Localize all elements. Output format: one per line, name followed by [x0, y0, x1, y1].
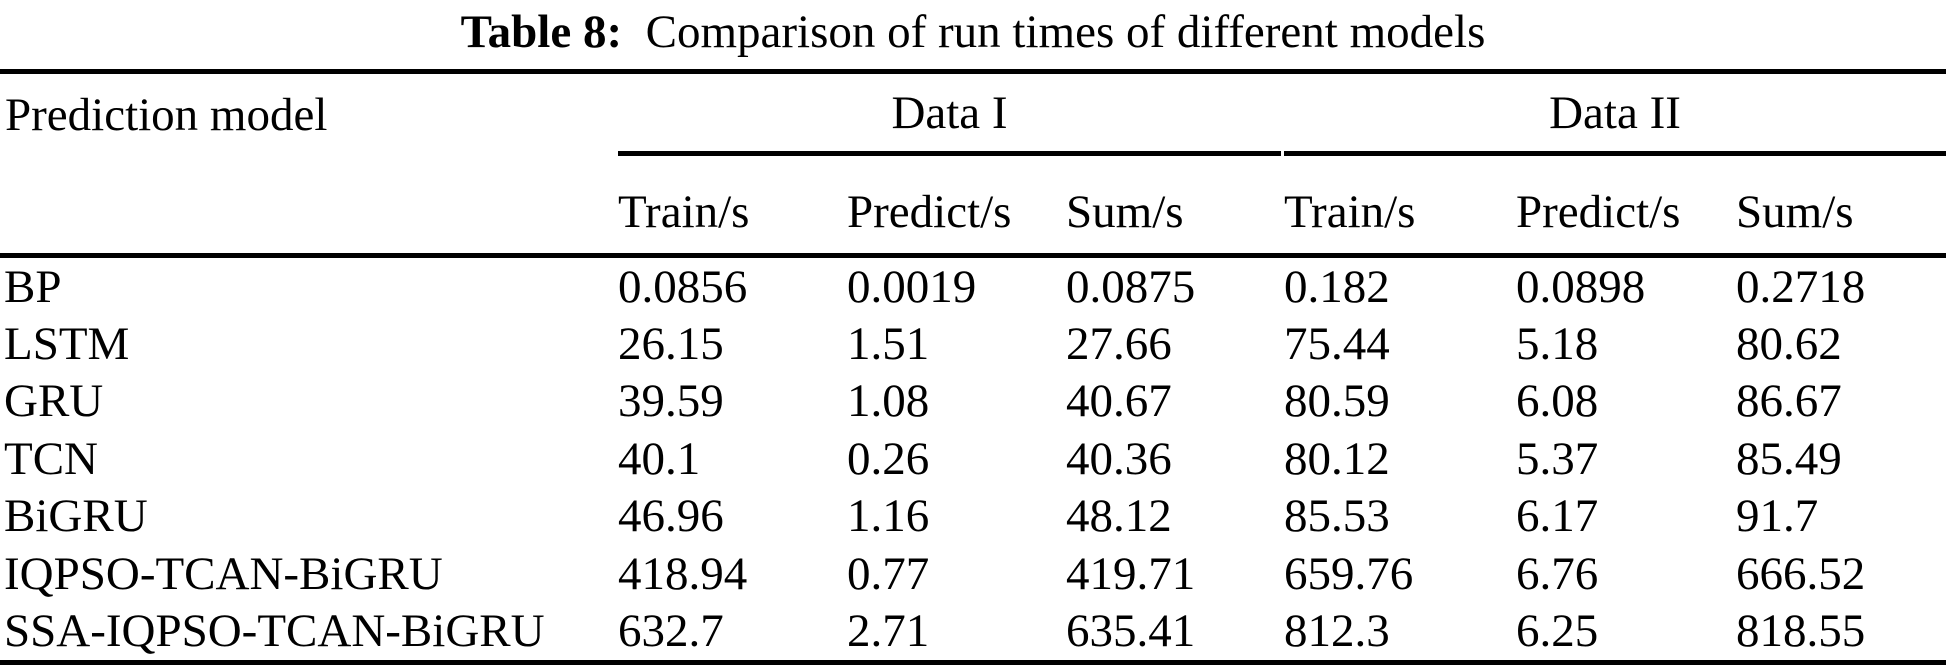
sub-header-row: Train/s Predict/s Sum/s Train/s Predict/… [0, 156, 1946, 253]
model-name: TCN [4, 432, 98, 485]
table-row: LSTM 26.15 1.51 27.66 75.44 5.18 80.62 [0, 315, 1946, 372]
group-header-row: Prediction model Data I Data II [0, 74, 1946, 156]
value-cell: 5.37 [1516, 432, 1599, 485]
table-caption-label: Table 8: [460, 6, 623, 58]
value-cell: 6.76 [1516, 547, 1599, 600]
value-cell: 46.96 [618, 490, 724, 543]
sub-header-sum-2: Sum/s [1736, 185, 1854, 238]
value-cell: 0.0019 [847, 260, 977, 313]
value-cell: 0.0875 [1066, 260, 1196, 313]
value-cell: 85.53 [1284, 490, 1390, 543]
sub-header-predict-2: Predict/s [1516, 185, 1681, 238]
value-cell: 40.1 [618, 432, 701, 485]
corner-header: Prediction model [5, 89, 328, 141]
table-caption: Table 8: Comparison of run times of diff… [0, 0, 1946, 64]
group-header-data1: Data I [618, 74, 1281, 156]
group-header-data1-label: Data I [891, 86, 1008, 139]
value-cell: 0.182 [1284, 260, 1390, 313]
value-cell: 0.77 [847, 547, 930, 600]
value-cell: 419.71 [1066, 547, 1196, 600]
table-row: IQPSO-TCAN-BiGRU 418.94 0.77 419.71 659.… [0, 545, 1946, 602]
value-cell: 666.52 [1736, 547, 1866, 600]
model-name: BP [4, 260, 62, 313]
table-row: GRU 39.59 1.08 40.67 80.59 6.08 86.67 [0, 373, 1946, 430]
top-rule [0, 69, 1946, 74]
value-cell: 1.16 [847, 490, 930, 543]
value-cell: 0.0856 [618, 260, 748, 313]
model-name: GRU [4, 375, 104, 428]
model-name: IQPSO-TCAN-BiGRU [4, 547, 443, 600]
value-cell: 418.94 [618, 547, 748, 600]
value-cell: 75.44 [1284, 318, 1390, 371]
model-name: BiGRU [4, 490, 148, 543]
value-cell: 659.76 [1284, 547, 1414, 600]
value-cell: 40.36 [1066, 432, 1172, 485]
group-header-data2: Data II [1284, 74, 1946, 156]
value-cell: 632.7 [618, 605, 724, 658]
value-cell: 39.59 [618, 375, 724, 428]
sub-header-predict-1: Predict/s [847, 185, 1012, 238]
table-body: BP 0.0856 0.0019 0.0875 0.182 0.0898 0.2… [0, 258, 1946, 660]
value-cell: 40.67 [1066, 375, 1172, 428]
value-cell: 5.18 [1516, 318, 1599, 371]
model-name: SSA-IQPSO-TCAN-BiGRU [4, 605, 545, 658]
value-cell: 48.12 [1066, 490, 1172, 543]
bottom-rule [0, 660, 1946, 665]
value-cell: 6.25 [1516, 605, 1599, 658]
table-row: BiGRU 46.96 1.16 48.12 85.53 6.17 91.7 [0, 488, 1946, 545]
value-cell: 80.12 [1284, 432, 1390, 485]
value-cell: 80.62 [1736, 318, 1842, 371]
sub-header-sum-1: Sum/s [1066, 185, 1184, 238]
value-cell: 6.08 [1516, 375, 1599, 428]
table-row: TCN 40.1 0.26 40.36 80.12 5.37 85.49 [0, 430, 1946, 487]
value-cell: 1.08 [847, 375, 930, 428]
table-row: SSA-IQPSO-TCAN-BiGRU 632.7 2.71 635.41 8… [0, 602, 1946, 659]
sub-header-train-1: Train/s [618, 185, 750, 238]
value-cell: 2.71 [847, 605, 930, 658]
value-cell: 812.3 [1284, 605, 1390, 658]
table-caption-text: Comparison of run times of different mod… [622, 6, 1486, 58]
value-cell: 0.0898 [1516, 260, 1646, 313]
value-cell: 91.7 [1736, 490, 1819, 543]
value-cell: 85.49 [1736, 432, 1842, 485]
value-cell: 27.66 [1066, 318, 1172, 371]
value-cell: 86.67 [1736, 375, 1842, 428]
value-cell: 1.51 [847, 318, 930, 371]
value-cell: 80.59 [1284, 375, 1390, 428]
table-row: BP 0.0856 0.0019 0.0875 0.182 0.0898 0.2… [0, 258, 1946, 315]
value-cell: 818.55 [1736, 605, 1866, 658]
value-cell: 6.17 [1516, 490, 1599, 543]
subheader-rule [0, 253, 1946, 258]
value-cell: 26.15 [618, 318, 724, 371]
value-cell: 0.2718 [1736, 260, 1866, 313]
group-header-data2-label: Data II [1549, 86, 1681, 139]
value-cell: 635.41 [1066, 605, 1196, 658]
sub-header-train-2: Train/s [1284, 185, 1416, 238]
value-cell: 0.26 [847, 432, 930, 485]
model-name: LSTM [4, 318, 130, 371]
